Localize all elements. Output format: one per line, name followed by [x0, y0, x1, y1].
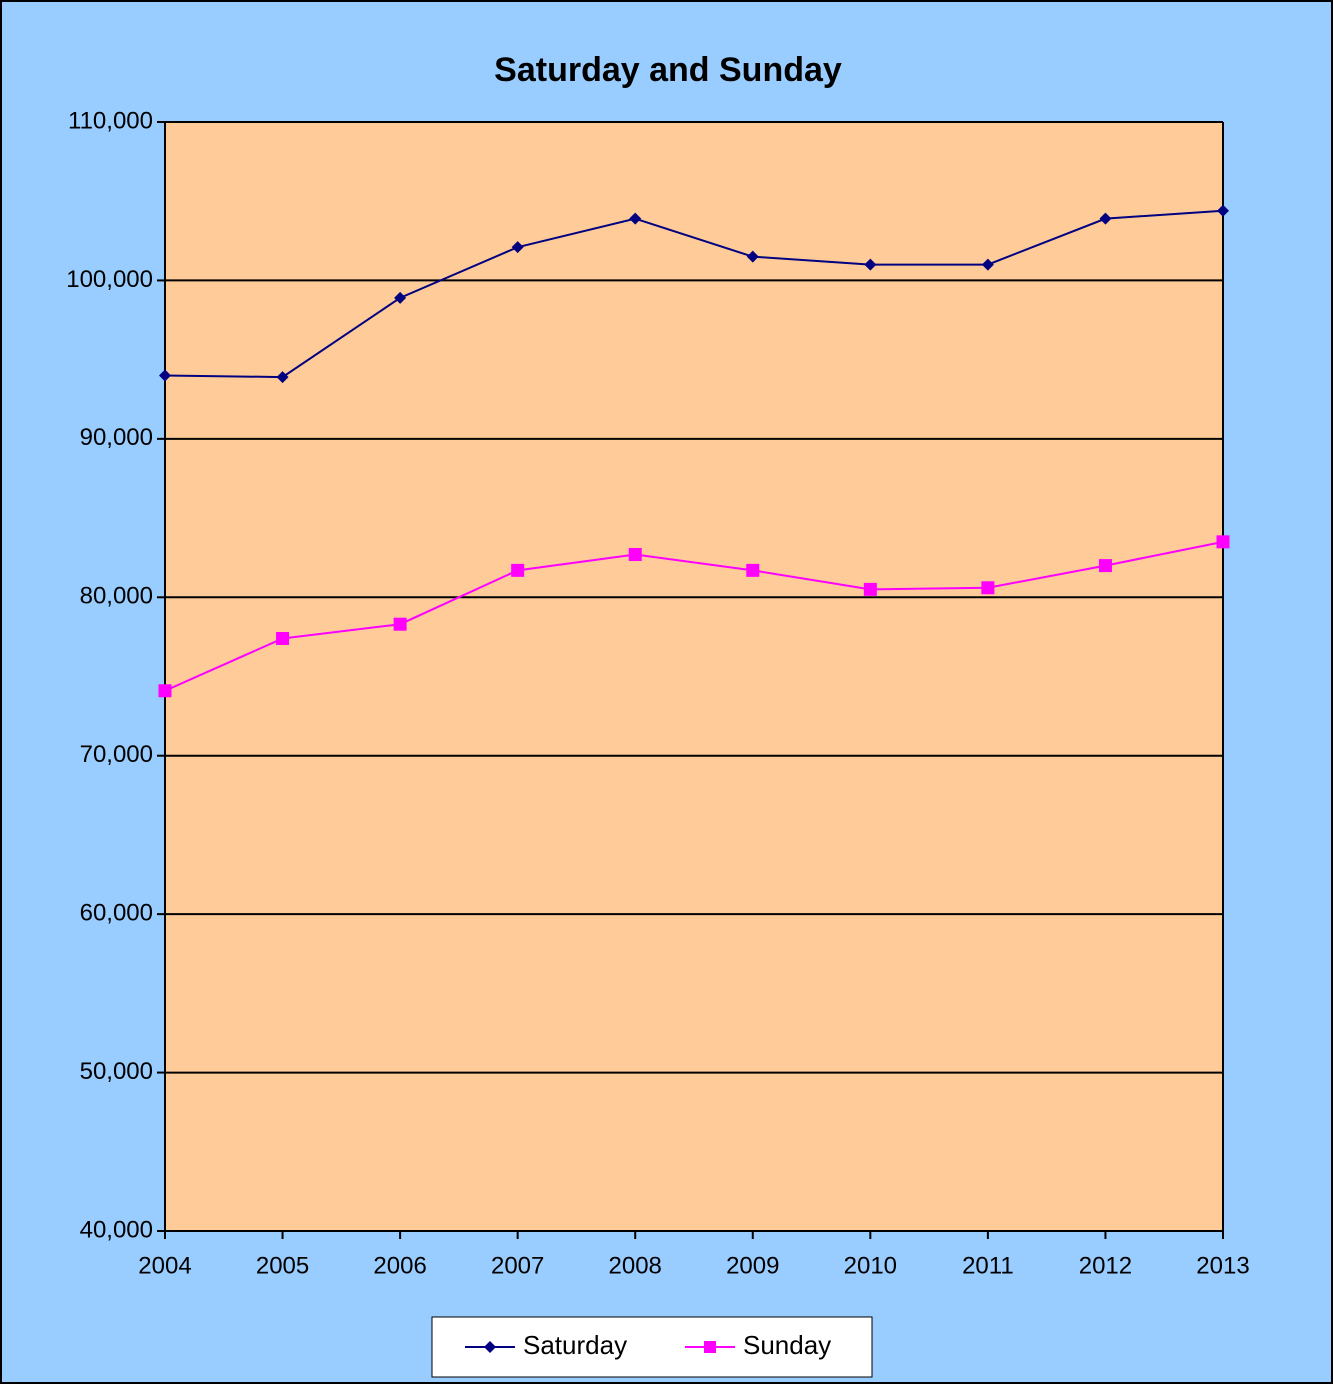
- x-tick-label: 2009: [726, 1252, 779, 1279]
- marker: [981, 258, 994, 271]
- x-tick-label: 2008: [609, 1252, 662, 1279]
- marker: [276, 371, 289, 384]
- legend-label: Sunday: [743, 1330, 831, 1360]
- y-tick-label: 60,000: [80, 899, 153, 926]
- x-tick-label: 2012: [1079, 1252, 1132, 1279]
- marker: [1216, 535, 1230, 549]
- x-tick-label: 2007: [491, 1252, 544, 1279]
- chart-title: Saturday and Sunday: [494, 51, 842, 89]
- x-tick-label: 2011: [962, 1252, 1014, 1279]
- y-tick-label: 100,000: [66, 266, 153, 293]
- marker: [863, 582, 877, 596]
- marker: [511, 241, 524, 254]
- marker: [394, 291, 407, 304]
- marker: [1098, 559, 1112, 573]
- marker: [159, 369, 171, 382]
- marker: [628, 548, 642, 562]
- marker: [1217, 204, 1229, 217]
- y-tick-label: 90,000: [80, 424, 153, 451]
- marker: [864, 258, 877, 271]
- y-tick-label: 50,000: [80, 1058, 153, 1085]
- y-tick-label: 80,000: [80, 583, 153, 610]
- marker: [276, 631, 290, 645]
- legend-marker: [484, 1341, 496, 1353]
- x-tick-label: 2010: [844, 1252, 897, 1279]
- legend-marker: [704, 1341, 716, 1353]
- plot-area: [165, 122, 1223, 1231]
- x-tick-label: 2006: [373, 1252, 426, 1279]
- marker: [629, 212, 642, 225]
- marker: [158, 684, 172, 698]
- marker: [746, 563, 760, 577]
- x-tick-label: 2013: [1196, 1252, 1249, 1279]
- marker: [981, 581, 995, 595]
- y-tick-label: 110,000: [68, 107, 153, 134]
- marker: [746, 250, 759, 263]
- marker: [1099, 212, 1112, 225]
- y-tick-label: 70,000: [80, 741, 153, 768]
- series-line: [164, 209, 1224, 379]
- x-tick-label: 2005: [256, 1252, 309, 1279]
- x-tick-label: 2004: [138, 1252, 191, 1279]
- y-tick-label: 40,000: [80, 1216, 153, 1243]
- marker: [511, 563, 525, 577]
- series-line: [164, 540, 1224, 692]
- legend-label: Saturday: [523, 1330, 627, 1360]
- marker: [393, 617, 407, 631]
